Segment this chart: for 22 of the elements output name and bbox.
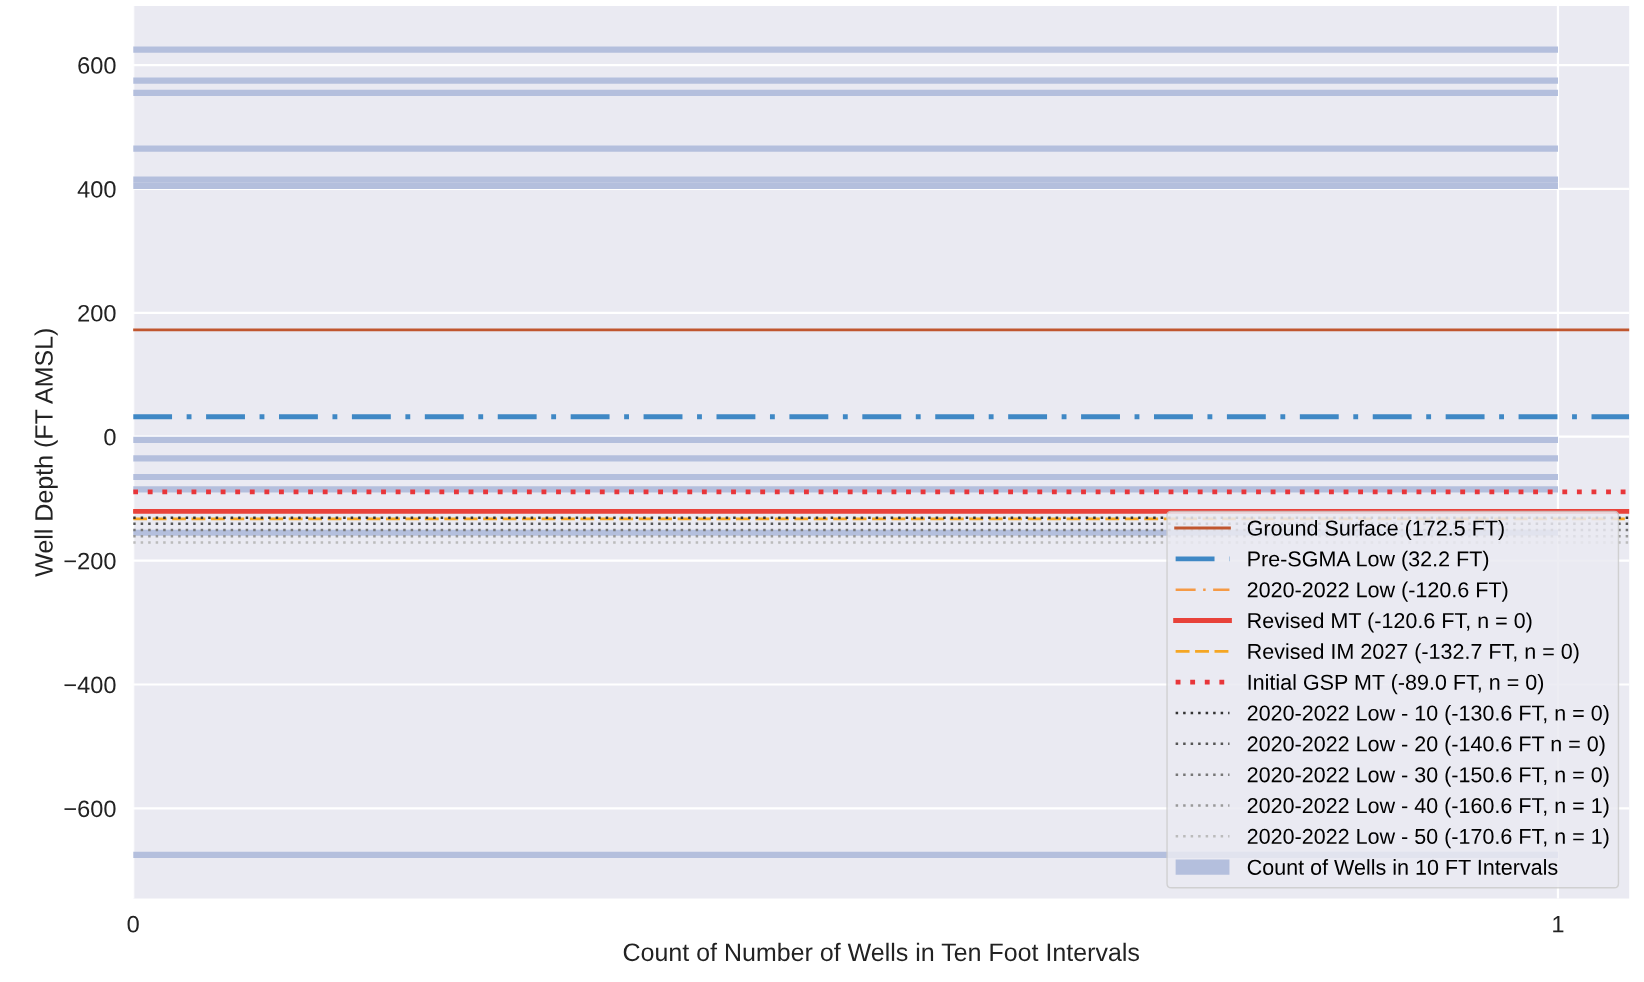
legend-label: Initial GSP MT (-89.0 FT, n = 0) (1248, 674, 1544, 695)
y-tick-label: −200 (64, 552, 116, 570)
y-tick-label: 400 (77, 181, 116, 198)
y-tick-label: 200 (78, 304, 116, 322)
x-axis-title: Count of Number of Wells in Ten Foot Intervals (623, 942, 1139, 962)
y-tick-label: −400 (64, 676, 116, 694)
legend-label: 2020-2022 Low - 50 (-170.6 FT, n = 1) (1247, 828, 1609, 849)
y-axis-title: Well Depth (FT AMSL) (34, 329, 58, 577)
legend-label: 2020-2022 Low - 10 (-130.6 FT, n = 0) (1247, 704, 1609, 725)
legend-label: 2020-2022 Low (-120.6 FT) (1247, 581, 1508, 602)
y-tick-label: 600 (78, 57, 116, 74)
legend-label: 2020-2022 Low - 30 (-150.6 FT, n = 0) (1247, 766, 1609, 787)
x-tick-label: 1 (1553, 916, 1564, 933)
legend-label: Pre-SGMA Low (32.2 FT) (1248, 550, 1489, 571)
legend-label: Revised IM 2027 (-132.7 FT, n = 0) (1248, 643, 1579, 664)
y-tick-label: 0 (104, 428, 116, 446)
legend-label: Count of Wells in 10 FT Intervals (1247, 859, 1558, 875)
legend-label: 2020-2022 Low - 20 (-140.6 FT n = 0) (1247, 735, 1605, 756)
legend-label: Ground Surface (172.5 FT) (1247, 519, 1504, 540)
y-tick-label: −600 (64, 800, 116, 818)
legend-label: 2020-2022 Low - 40 (-160.6 FT, n = 1) (1247, 797, 1609, 818)
legend-label: Revised MT (-120.6 FT, n = 0) (1248, 612, 1532, 633)
